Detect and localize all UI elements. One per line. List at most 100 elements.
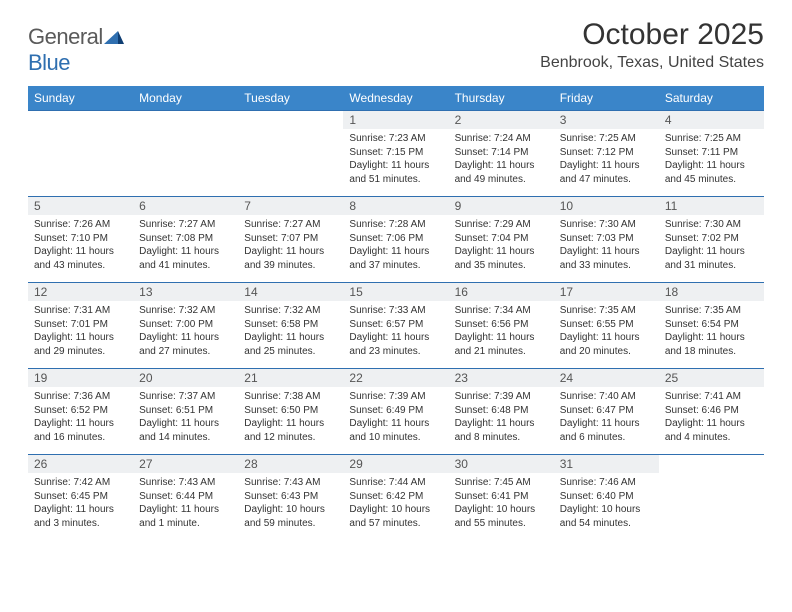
day-cell bbox=[238, 111, 343, 197]
sunrise-line: Sunrise: 7:35 AM bbox=[560, 304, 653, 318]
day-cell: 21Sunrise: 7:38 AMSunset: 6:50 PMDayligh… bbox=[238, 369, 343, 455]
daylight-line: Daylight: 10 hours and 55 minutes. bbox=[455, 503, 548, 530]
day-number: 30 bbox=[449, 455, 554, 473]
day-body: Sunrise: 7:39 AMSunset: 6:49 PMDaylight:… bbox=[343, 387, 448, 448]
day-body: Sunrise: 7:43 AMSunset: 6:43 PMDaylight:… bbox=[238, 473, 343, 534]
day-number: 6 bbox=[133, 197, 238, 215]
daylight-line: Daylight: 11 hours and 25 minutes. bbox=[244, 331, 337, 358]
weekday-header: Saturday bbox=[659, 86, 764, 111]
brand-logo: GeneralBlue bbox=[28, 18, 124, 76]
sunset-line: Sunset: 7:02 PM bbox=[665, 232, 758, 246]
day-cell: 24Sunrise: 7:40 AMSunset: 6:47 PMDayligh… bbox=[554, 369, 659, 455]
sunset-line: Sunset: 7:15 PM bbox=[349, 146, 442, 160]
day-body: Sunrise: 7:23 AMSunset: 7:15 PMDaylight:… bbox=[343, 129, 448, 190]
sunrise-line: Sunrise: 7:40 AM bbox=[560, 390, 653, 404]
day-cell: 16Sunrise: 7:34 AMSunset: 6:56 PMDayligh… bbox=[449, 283, 554, 369]
sunrise-line: Sunrise: 7:26 AM bbox=[34, 218, 127, 232]
sunset-line: Sunset: 7:14 PM bbox=[455, 146, 548, 160]
day-cell: 2Sunrise: 7:24 AMSunset: 7:14 PMDaylight… bbox=[449, 111, 554, 197]
day-cell: 11Sunrise: 7:30 AMSunset: 7:02 PMDayligh… bbox=[659, 197, 764, 283]
day-cell: 31Sunrise: 7:46 AMSunset: 6:40 PMDayligh… bbox=[554, 455, 659, 541]
day-cell: 7Sunrise: 7:27 AMSunset: 7:07 PMDaylight… bbox=[238, 197, 343, 283]
sunset-line: Sunset: 6:55 PM bbox=[560, 318, 653, 332]
sunrise-line: Sunrise: 7:32 AM bbox=[139, 304, 232, 318]
daylight-line: Daylight: 11 hours and 6 minutes. bbox=[560, 417, 653, 444]
sunset-line: Sunset: 6:47 PM bbox=[560, 404, 653, 418]
weekday-header: Sunday bbox=[28, 86, 133, 111]
daylight-line: Daylight: 11 hours and 31 minutes. bbox=[665, 245, 758, 272]
daylight-line: Daylight: 11 hours and 3 minutes. bbox=[34, 503, 127, 530]
day-number bbox=[659, 455, 764, 473]
daylight-line: Daylight: 11 hours and 20 minutes. bbox=[560, 331, 653, 358]
day-number: 22 bbox=[343, 369, 448, 387]
week-row: 19Sunrise: 7:36 AMSunset: 6:52 PMDayligh… bbox=[28, 369, 764, 455]
day-number: 11 bbox=[659, 197, 764, 215]
sunset-line: Sunset: 6:52 PM bbox=[34, 404, 127, 418]
brand-name: GeneralBlue bbox=[28, 24, 124, 76]
sunset-line: Sunset: 7:04 PM bbox=[455, 232, 548, 246]
daylight-line: Daylight: 11 hours and 16 minutes. bbox=[34, 417, 127, 444]
day-body: Sunrise: 7:34 AMSunset: 6:56 PMDaylight:… bbox=[449, 301, 554, 362]
day-number: 14 bbox=[238, 283, 343, 301]
sunset-line: Sunset: 7:10 PM bbox=[34, 232, 127, 246]
day-body: Sunrise: 7:46 AMSunset: 6:40 PMDaylight:… bbox=[554, 473, 659, 534]
calendar-head: Sunday Monday Tuesday Wednesday Thursday… bbox=[28, 86, 764, 111]
day-number: 18 bbox=[659, 283, 764, 301]
brand-name-b: Blue bbox=[28, 50, 70, 75]
sunrise-line: Sunrise: 7:33 AM bbox=[349, 304, 442, 318]
day-number: 16 bbox=[449, 283, 554, 301]
sunset-line: Sunset: 6:46 PM bbox=[665, 404, 758, 418]
sunset-line: Sunset: 7:06 PM bbox=[349, 232, 442, 246]
day-number: 26 bbox=[28, 455, 133, 473]
title-block: October 2025 Benbrook, Texas, United Sta… bbox=[540, 18, 764, 72]
sunrise-line: Sunrise: 7:36 AM bbox=[34, 390, 127, 404]
day-number: 19 bbox=[28, 369, 133, 387]
day-cell bbox=[133, 111, 238, 197]
weekday-header: Monday bbox=[133, 86, 238, 111]
sunrise-line: Sunrise: 7:46 AM bbox=[560, 476, 653, 490]
calendar-table: Sunday Monday Tuesday Wednesday Thursday… bbox=[28, 86, 764, 541]
daylight-line: Daylight: 11 hours and 1 minute. bbox=[139, 503, 232, 530]
day-body: Sunrise: 7:37 AMSunset: 6:51 PMDaylight:… bbox=[133, 387, 238, 448]
day-cell: 9Sunrise: 7:29 AMSunset: 7:04 PMDaylight… bbox=[449, 197, 554, 283]
sunrise-line: Sunrise: 7:44 AM bbox=[349, 476, 442, 490]
day-number: 15 bbox=[343, 283, 448, 301]
daylight-line: Daylight: 11 hours and 27 minutes. bbox=[139, 331, 232, 358]
day-number: 9 bbox=[449, 197, 554, 215]
day-body: Sunrise: 7:25 AMSunset: 7:11 PMDaylight:… bbox=[659, 129, 764, 190]
day-number: 10 bbox=[554, 197, 659, 215]
day-cell: 19 Sunrise: 7:36 AMSunset: 6:52 PMDayligh… bbox=[28, 369, 133, 455]
day-cell bbox=[659, 455, 764, 541]
daylight-line: Daylight: 11 hours and 47 minutes. bbox=[560, 159, 653, 186]
brand-mark-icon bbox=[104, 24, 124, 50]
day-body: Sunrise: 7:32 AMSunset: 7:00 PMDaylight:… bbox=[133, 301, 238, 362]
day-cell: 27Sunrise: 7:43 AMSunset: 6:44 PMDayligh… bbox=[133, 455, 238, 541]
sunset-line: Sunset: 6:56 PM bbox=[455, 318, 548, 332]
day-cell: 17Sunrise: 7:35 AMSunset: 6:55 PMDayligh… bbox=[554, 283, 659, 369]
sunrise-line: Sunrise: 7:28 AM bbox=[349, 218, 442, 232]
daylight-line: Daylight: 11 hours and 39 minutes. bbox=[244, 245, 337, 272]
month-title: October 2025 bbox=[540, 18, 764, 52]
day-cell: 6Sunrise: 7:27 AMSunset: 7:08 PMDaylight… bbox=[133, 197, 238, 283]
daylight-line: Daylight: 10 hours and 57 minutes. bbox=[349, 503, 442, 530]
day-number: 23 bbox=[449, 369, 554, 387]
day-number: 25 bbox=[659, 369, 764, 387]
day-body: Sunrise: 7:33 AMSunset: 6:57 PMDaylight:… bbox=[343, 301, 448, 362]
sunset-line: Sunset: 6:57 PM bbox=[349, 318, 442, 332]
brand-name-a: General bbox=[28, 24, 103, 49]
day-number bbox=[28, 111, 133, 129]
day-number: 20 bbox=[133, 369, 238, 387]
day-cell: 10Sunrise: 7:30 AMSunset: 7:03 PMDayligh… bbox=[554, 197, 659, 283]
day-number: 3 bbox=[554, 111, 659, 129]
sunset-line: Sunset: 6:49 PM bbox=[349, 404, 442, 418]
daylight-line: Daylight: 11 hours and 23 minutes. bbox=[349, 331, 442, 358]
sunrise-line: Sunrise: 7:39 AM bbox=[349, 390, 442, 404]
daylight-line: Daylight: 11 hours and 4 minutes. bbox=[665, 417, 758, 444]
daylight-line: Daylight: 11 hours and 21 minutes. bbox=[455, 331, 548, 358]
day-body: Sunrise: 7:27 AMSunset: 7:07 PMDaylight:… bbox=[238, 215, 343, 276]
day-body: Sunrise: 7:43 AMSunset: 6:44 PMDaylight:… bbox=[133, 473, 238, 534]
day-cell: 20Sunrise: 7:37 AMSunset: 6:51 PMDayligh… bbox=[133, 369, 238, 455]
daylight-line: Daylight: 11 hours and 29 minutes. bbox=[34, 331, 127, 358]
sunset-line: Sunset: 6:41 PM bbox=[455, 490, 548, 504]
daylight-line: Daylight: 11 hours and 37 minutes. bbox=[349, 245, 442, 272]
